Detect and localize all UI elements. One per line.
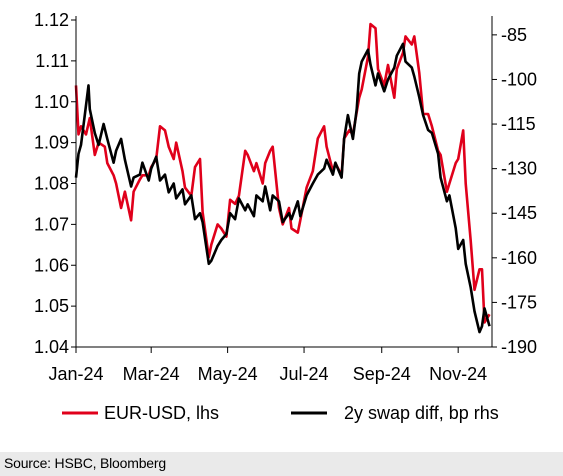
- y-left-tick-label: 1.05: [34, 296, 69, 316]
- x-tick-label: Jul-24: [280, 364, 329, 384]
- x-tick-label: May-24: [198, 364, 258, 384]
- axes-group: 1.12 1.11 1.10 1.09 1.08 1.07 1.06 1.05 1.04 -85 -…: [34, 10, 537, 384]
- series-line-eurusd: [74, 22, 491, 324]
- chart-svg: 1.12 1.11 1.10 1.09 1.08 1.07 1.06 1.05 1.04 -85 -…: [34, 10, 537, 423]
- plot-area: [74, 22, 491, 334]
- y-right-tick-label: -145: [501, 203, 537, 223]
- source-note: Source: HSBC, Bloomberg: [4, 455, 166, 471]
- y-left-tick-label: 1.08: [34, 174, 69, 194]
- y-right-tick-label: -85: [501, 25, 527, 45]
- y-left-tick-label: 1.09: [34, 133, 69, 153]
- x-tick-label: Nov-24: [429, 364, 487, 384]
- y-left-tick-label: 1.07: [34, 214, 69, 234]
- y-right-tick-label: -160: [501, 248, 537, 268]
- legend-label-eurusd: EUR-USD, lhs: [104, 403, 219, 423]
- x-tick-label: Sep-24: [353, 364, 411, 384]
- y-left-tick-label: 1.12: [34, 10, 69, 30]
- legend: EUR-USD, lhs 2y swap diff, bp rhs: [62, 403, 499, 423]
- y-right-tick-label: -115: [501, 114, 536, 134]
- source-background: [0, 452, 563, 476]
- y-right-tick-label: -190: [501, 337, 537, 357]
- y-left-tick-label: 1.04: [34, 337, 69, 357]
- series-line-swap-diff: [74, 42, 491, 334]
- legend-label-swap-diff: 2y swap diff, bp rhs: [344, 403, 499, 423]
- x-tick-label: Mar-24: [123, 364, 180, 384]
- x-tick-label: Jan-24: [48, 364, 103, 384]
- y-right-tick-label: -130: [501, 159, 537, 179]
- y-right-tick-label: -175: [501, 292, 537, 312]
- y-left-tick-label: 1.11: [35, 51, 69, 71]
- y-right-tick-label: -100: [501, 69, 537, 89]
- y-left-tick-label: 1.10: [34, 92, 69, 112]
- y-left-tick-label: 1.06: [34, 255, 69, 275]
